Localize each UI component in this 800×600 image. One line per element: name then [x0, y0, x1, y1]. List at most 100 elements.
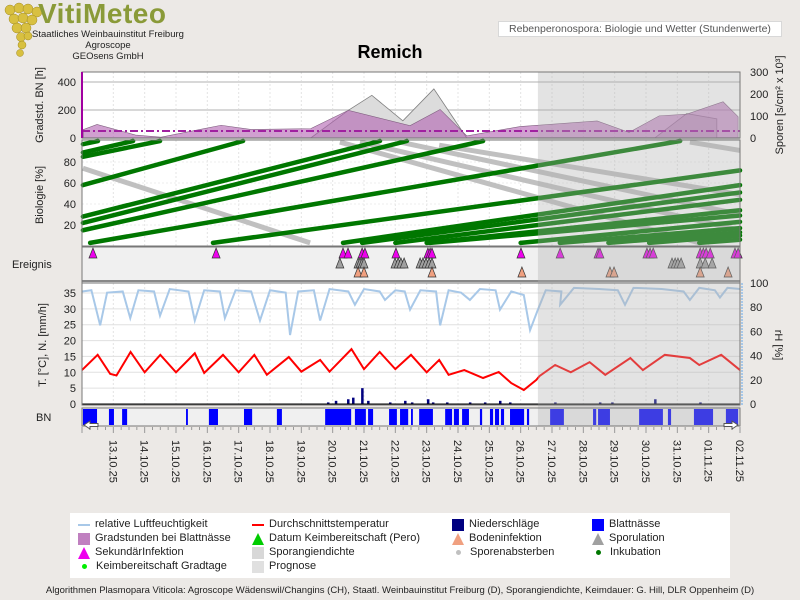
- blattnaesse-bar: [411, 409, 413, 425]
- axis-label-temp: T. [°C], N. [mm/h]: [37, 303, 49, 387]
- niederschlag-bar: [326, 402, 330, 404]
- temp-tick-label: 0: [70, 399, 76, 411]
- blattnaesse-bar: [693, 409, 714, 425]
- legend-item: SekundärInfektion: [78, 546, 184, 559]
- rh-tick-label: 20: [750, 375, 762, 387]
- panel-frame: [81, 407, 741, 427]
- temp-tick-label: 20: [64, 336, 76, 348]
- square-swatch-icon: [252, 560, 264, 573]
- inkubation-line: [210, 168, 743, 246]
- legend-label: Bodeninfektion: [469, 532, 542, 544]
- temp-tick-label: 25: [64, 320, 76, 332]
- legend-label: Keimbereitschaft Gradtage: [96, 560, 227, 572]
- legend-item: Sporenabsterben: [452, 546, 554, 559]
- legend: relative Luftfeuchtigkeit Durchschnittste…: [70, 513, 730, 578]
- niederschlag-bar: [446, 402, 449, 404]
- rh-tick-label: 40: [750, 351, 762, 363]
- chart: 0200400010020030020406080051015202530350…: [12, 55, 786, 483]
- triangle-swatch-icon: [78, 546, 90, 559]
- date-tick-label: 20.10.25: [326, 440, 338, 483]
- blattnaesse-bar: [325, 409, 352, 425]
- date-tick-label: 29.10.25: [608, 440, 620, 483]
- legend-label: Inkubation: [610, 546, 661, 558]
- org-name: GEOsens GmbH: [72, 51, 144, 62]
- biologie-tick-label: 60: [64, 178, 76, 190]
- date-tick-label: 25.10.25: [482, 440, 494, 483]
- chart-title: Remich: [357, 42, 423, 62]
- niederschlag-bar: [598, 402, 602, 404]
- blattnaesse-bar: [400, 409, 409, 425]
- sekundaerinfektion-marker: [360, 247, 370, 259]
- dot-swatch-icon: [82, 564, 87, 569]
- blattnaesse-bar: [82, 409, 98, 425]
- inkubation-line: [80, 138, 383, 219]
- blattnaesse-bar: [243, 409, 253, 425]
- sekundaerinfektion-marker: [211, 247, 221, 259]
- logo: VitiMeteo Staatliches Weinbauinstitut Fr…: [0, 0, 190, 62]
- sporulation-marker: [707, 257, 717, 269]
- triangle-swatch-icon: [592, 532, 604, 545]
- sporulation-marker: [700, 257, 710, 269]
- sporulation-marker: [335, 257, 345, 269]
- legend-item: Blattnässe: [592, 518, 660, 531]
- sporulation-marker: [676, 257, 686, 269]
- luftfeuchtigkeit-line: [81, 286, 741, 336]
- legend-item: Sporangiendichte: [252, 546, 355, 559]
- blattnaesse-bar: [462, 409, 469, 425]
- blattnaesse-bar: [186, 409, 188, 425]
- date-tick-label: 31.10.25: [670, 440, 682, 483]
- inkubation-line: [80, 138, 136, 155]
- niederschlag-bar: [699, 402, 702, 404]
- niederschlag-bar: [367, 400, 370, 404]
- dot-swatch-icon: [596, 550, 601, 555]
- axis-label-bn: BN: [36, 412, 51, 424]
- sekundaerinfektion-marker: [595, 247, 605, 259]
- inkubation-line: [518, 219, 743, 246]
- niederschlag-bar: [347, 399, 350, 404]
- sekundaerinfektion-marker: [648, 247, 658, 259]
- niederschlag-bar: [431, 402, 435, 404]
- blattnaesse-bar: [389, 409, 397, 425]
- legend-item: Durchschnittstemperatur: [252, 518, 389, 531]
- sporen-tick-label: 200: [750, 89, 768, 101]
- blattnaesse-bar: [122, 409, 128, 425]
- niederschlag-bar: [410, 402, 414, 404]
- gradstunden-area: [82, 101, 739, 139]
- niederschlag-bar: [554, 402, 557, 404]
- axis-label-rh: rH [%]: [772, 330, 784, 361]
- legend-label: Gradstunden bei Blattnässe: [95, 532, 231, 544]
- scroll-left-button[interactable]: [83, 420, 99, 430]
- sporenabsterben-line: [399, 139, 741, 217]
- niederschlag-bar: [468, 402, 472, 404]
- sekundaerinfektion-marker: [343, 247, 353, 259]
- footer-credits: Algorithmen Plasmopara Viticola: Agrosco…: [45, 585, 755, 596]
- date-tick-label: 27.10.25: [545, 440, 557, 483]
- biologie-tick-label: 20: [64, 220, 76, 232]
- biologie-tick-label: 40: [64, 199, 76, 211]
- sporulation-marker: [399, 257, 409, 269]
- square-swatch-icon: [78, 532, 90, 545]
- blattnaesse-bar: [208, 409, 218, 425]
- legend-item: Inkubation: [592, 546, 661, 559]
- date-tick-label: 22.10.25: [388, 440, 400, 483]
- date-tick-label: 26.10.25: [514, 440, 526, 483]
- blattnaesse-bar: [354, 409, 366, 425]
- gradstd-tick-label: 400: [58, 77, 76, 89]
- bodeninfektion-marker: [359, 266, 369, 278]
- blattnaesse-bar: [108, 409, 114, 425]
- legend-label: Niederschläge: [469, 518, 540, 530]
- niederschlag-bar: [483, 402, 487, 404]
- legend-item: Prognose: [252, 560, 316, 573]
- legend-label: Datum Keimbereitschaft (Pero): [269, 532, 420, 544]
- niederschlag-bar: [611, 402, 614, 404]
- square-swatch-icon: [592, 518, 604, 531]
- niederschlag-bar: [361, 388, 364, 404]
- line-swatch-icon: [252, 523, 264, 526]
- sekundaerinfektion-marker: [88, 247, 98, 259]
- sporen-tick-label: 0: [750, 133, 756, 145]
- legend-item: Bodeninfektion: [452, 532, 542, 545]
- scroll-right-button[interactable]: [723, 420, 739, 430]
- inkubation-line: [427, 213, 743, 246]
- niederschlag-bar: [334, 400, 338, 404]
- triangle-swatch-icon: [252, 532, 264, 545]
